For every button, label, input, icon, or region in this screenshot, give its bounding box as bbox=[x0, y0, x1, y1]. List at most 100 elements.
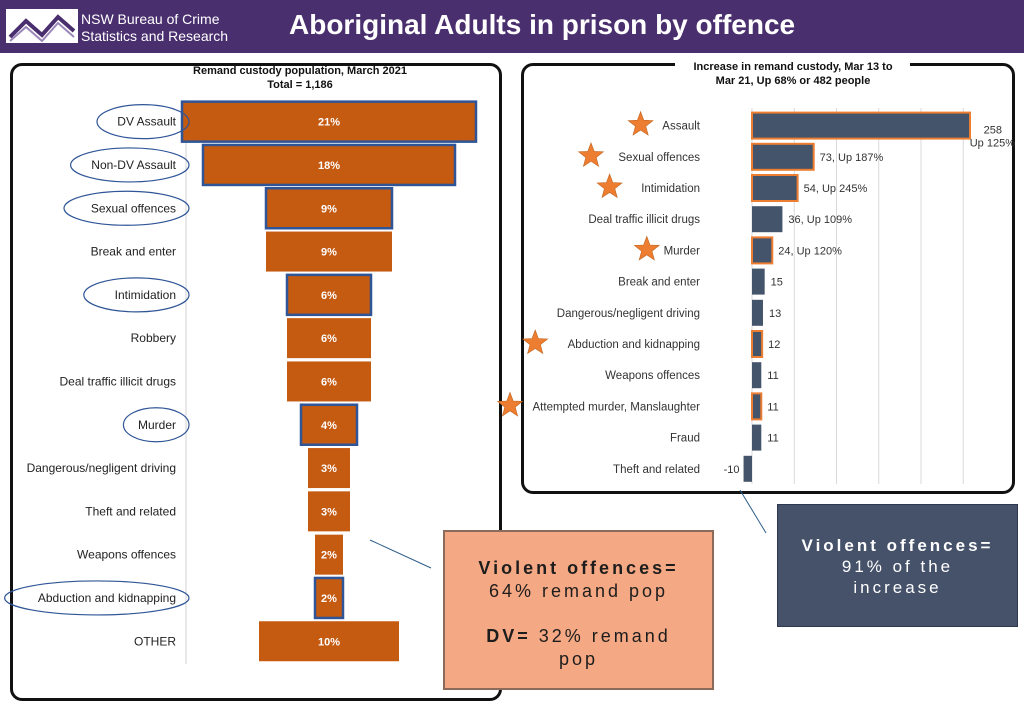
star-icon bbox=[633, 235, 661, 261]
callout-right-line-3: increase bbox=[853, 578, 942, 597]
callout-right-line-1: Violent offences= bbox=[801, 536, 994, 555]
increase-category-label: Attempted murder, Manslaughter bbox=[533, 401, 701, 413]
funnel-value-label: 9% bbox=[321, 203, 337, 215]
funnel-category-label: Non-DV Assault bbox=[91, 158, 176, 172]
star-icon bbox=[627, 110, 654, 136]
funnel-bar-break-and-enter bbox=[266, 231, 392, 272]
increase-category-label: Deal traffic illicit drugs bbox=[588, 214, 700, 226]
increase-bar-abduction-and-kidnapping bbox=[751, 330, 764, 358]
increase-bar-dangerous-negligent-driving bbox=[752, 299, 763, 326]
violent-offences-callout-right: Violent offences= 91% of the increase bbox=[777, 504, 1018, 627]
increase-category-label: Intimidation bbox=[641, 183, 700, 195]
increase-value-label: 36, Up 109% bbox=[788, 214, 852, 226]
callout-right-line-2: 91% of the bbox=[841, 557, 954, 576]
funnel-category-label: Sexual offences bbox=[91, 201, 176, 215]
funnel-value-label: 9% bbox=[321, 247, 337, 259]
increase-value-label: 11 bbox=[767, 433, 778, 445]
funnel-value-label: 3% bbox=[321, 463, 337, 475]
increase-value-label: 24, Up 120% bbox=[778, 245, 842, 257]
funnel-category-label: Dangerous/negligent driving bbox=[27, 461, 176, 475]
funnel-category-label: Robbery bbox=[131, 331, 176, 345]
header-bar: NSW Bureau of Crime Statistics and Resea… bbox=[0, 0, 1024, 53]
left-chart-subtitle: Total = 1,186 bbox=[267, 79, 333, 91]
funnel-value-label: 6% bbox=[321, 290, 337, 302]
highlight-ellipse bbox=[63, 190, 190, 226]
increase-bar-sexual-offences bbox=[751, 142, 815, 171]
increase-category-label: Break and enter bbox=[618, 277, 700, 289]
funnel-value-label: 6% bbox=[321, 376, 337, 388]
callout-left-line-4: pop bbox=[558, 649, 599, 669]
funnel-value-label: 18% bbox=[318, 160, 340, 172]
funnel-value-label: 2% bbox=[321, 593, 337, 605]
increase-value-label: 15 bbox=[771, 277, 783, 289]
callout-left-line-1: Violent offences= bbox=[478, 558, 679, 578]
increase-bar-deal-traffic-illicit-drugs bbox=[752, 206, 783, 233]
funnel-value-label: 10% bbox=[318, 636, 340, 648]
org-line-1: NSW Bureau of Crime bbox=[81, 11, 220, 27]
increase-value-label: 54, Up 245% bbox=[804, 183, 868, 195]
increase-bar-attempted-murder-manslaughter bbox=[751, 392, 763, 421]
funnel-value-label: 2% bbox=[321, 550, 337, 562]
funnel-bar-theft-and-related bbox=[308, 491, 350, 532]
increase-bar-murder bbox=[751, 236, 774, 265]
right-chart-subtitle: Mar 21, Up 68% or 482 people bbox=[716, 75, 871, 87]
funnel-bar-non-dv-assault bbox=[201, 143, 457, 187]
star-icon bbox=[577, 141, 605, 167]
callout-left-line-2: 64% remand pop bbox=[488, 581, 669, 601]
right-chart-title: Increase in remand custody, Mar 13 to bbox=[693, 61, 892, 73]
org-name: NSW Bureau of Crime Statistics and Resea… bbox=[81, 11, 228, 45]
funnel-bar-robbery bbox=[287, 318, 371, 359]
funnel-value-label: 3% bbox=[321, 506, 337, 518]
funnel-bar-sexual-offences bbox=[264, 187, 394, 230]
increase-category-label: Weapons offences bbox=[605, 370, 700, 382]
violent-offences-callout-left: Violent offences= 64% remand pop DV= 32%… bbox=[443, 530, 714, 690]
increase-value-label: -10 bbox=[724, 464, 740, 476]
page-title: Aboriginal Adults in prison by offence bbox=[289, 9, 796, 40]
increase-category-label: Abduction and kidnapping bbox=[568, 339, 700, 351]
right-title-bg bbox=[675, 58, 910, 90]
funnel-category-label: Break and enter bbox=[91, 245, 176, 259]
increase-bar-theft-and-related bbox=[743, 455, 752, 482]
star-icon bbox=[596, 173, 623, 199]
funnel-category-label: Intimidation bbox=[115, 288, 176, 302]
highlight-ellipse bbox=[70, 147, 190, 183]
funnel-bar-dv-assault bbox=[180, 100, 478, 143]
highlight-ellipse bbox=[96, 104, 190, 140]
increase-bar-assault bbox=[751, 111, 971, 140]
highlight-ellipse bbox=[83, 277, 190, 313]
funnel-bar-other bbox=[259, 621, 399, 662]
increase-bar-weapons-offences bbox=[752, 362, 762, 389]
increase-category-label: Assault bbox=[662, 121, 701, 133]
funnel-category-label: DV Assault bbox=[117, 115, 176, 129]
funnel-value-label: 4% bbox=[321, 420, 337, 432]
increase-extra-label: Up 125% bbox=[970, 138, 1015, 150]
bocsar-logo-icon bbox=[6, 9, 78, 43]
callout-left-dv-label: DV= bbox=[486, 626, 531, 646]
funnel-value-label: 21% bbox=[318, 117, 340, 129]
funnel-bar-deal-traffic-illicit-drugs bbox=[287, 361, 371, 402]
increase-category-label: Murder bbox=[664, 245, 701, 257]
increase-value-label: 73, Up 187% bbox=[820, 152, 884, 164]
funnel-category-label: OTHER bbox=[134, 634, 176, 648]
funnel-bar-intimidation bbox=[285, 273, 373, 317]
increase-value-label: 12 bbox=[768, 339, 780, 351]
increase-bar-break-and-enter bbox=[752, 268, 765, 295]
highlight-ellipse bbox=[4, 580, 190, 616]
star-icon bbox=[521, 329, 549, 355]
star-icon bbox=[496, 391, 524, 417]
callout-left-dv-value: 32% remand bbox=[530, 626, 671, 646]
funnel-category-label: Weapons offences bbox=[77, 548, 176, 562]
increase-value-label: 11 bbox=[767, 370, 778, 382]
funnel-category-label: Murder bbox=[138, 418, 176, 432]
increase-category-label: Dangerous/negligent driving bbox=[557, 308, 700, 320]
funnel-bar-weapons-offences bbox=[315, 534, 343, 575]
left-chart-title: Remand custody population, March 2021 bbox=[193, 65, 407, 77]
increase-category-label: Sexual offences bbox=[618, 152, 700, 164]
increase-category-label: Theft and related bbox=[613, 464, 700, 476]
funnel-category-label: Theft and related bbox=[85, 504, 176, 518]
funnel-category-label: Abduction and kidnapping bbox=[38, 591, 176, 605]
increase-category-label: Fraud bbox=[670, 433, 700, 445]
org-line-2: Statistics and Research bbox=[81, 28, 229, 44]
